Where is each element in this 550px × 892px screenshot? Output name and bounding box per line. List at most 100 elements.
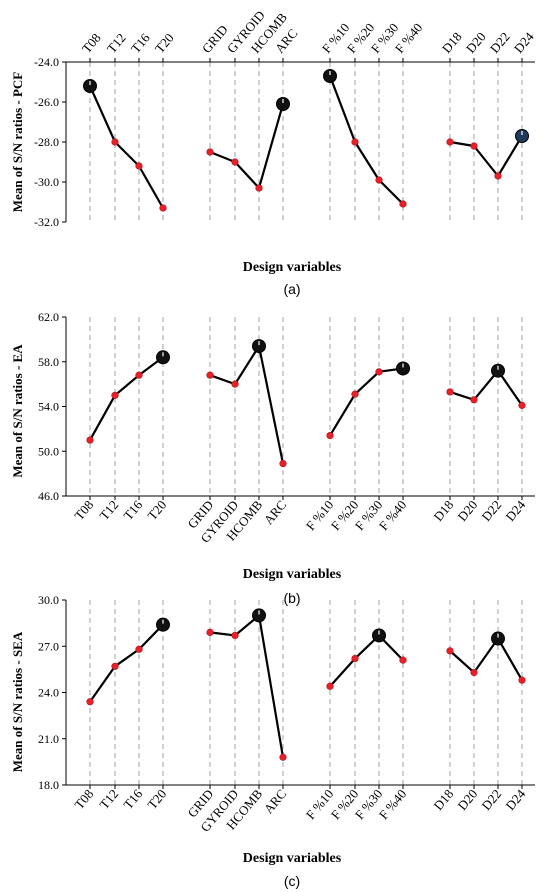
highlight-point xyxy=(323,69,337,83)
data-point xyxy=(470,396,478,404)
x-tick-label: D18 xyxy=(439,29,465,56)
series-line xyxy=(329,367,404,437)
y-tick-label: 18.0 xyxy=(38,778,59,792)
x-tick-label: T20 xyxy=(144,786,169,812)
x-tick-label: T08 xyxy=(71,497,96,523)
x-tick-label: D20 xyxy=(454,786,480,813)
data-point xyxy=(351,654,359,663)
panel-caption: (b) xyxy=(283,590,300,606)
y-tick-label: 30.0 xyxy=(38,593,59,607)
highlight-point xyxy=(252,339,266,354)
series-line xyxy=(449,135,523,178)
highlight-point xyxy=(491,631,505,646)
x-tick-label: T16 xyxy=(128,30,153,56)
y-tick-label: 62.0 xyxy=(38,310,59,324)
x-tick-label: D24 xyxy=(511,29,537,56)
data-point xyxy=(279,753,287,761)
x-tick-label: D18 xyxy=(430,786,456,813)
panel-b: Mean of S/N ratios - EA Design variables… xyxy=(10,310,535,606)
highlight-point xyxy=(491,363,505,378)
data-point xyxy=(231,631,239,640)
x-axis-label: Design variables xyxy=(243,851,342,866)
x-tick-label: GRID xyxy=(199,22,231,56)
series-line xyxy=(328,75,404,205)
y-tick-label: 24.0 xyxy=(38,686,59,700)
highlight-point xyxy=(515,129,529,143)
highlight-point xyxy=(396,361,410,376)
x-tick-label: D18 xyxy=(430,497,456,524)
y-tick-label: 46.0 xyxy=(38,489,59,503)
y-axis-label: Mean of S/N ratios - PCF xyxy=(10,72,25,213)
y-tick-label: -24.0 xyxy=(34,55,59,69)
x-tick-label: F %40 xyxy=(376,786,410,822)
data-point xyxy=(399,656,407,664)
data-point xyxy=(86,698,94,706)
x-tick-label: ARC xyxy=(261,786,290,816)
data-point xyxy=(375,176,383,184)
highlight-point xyxy=(372,628,386,643)
x-tick-label: T12 xyxy=(96,786,121,812)
x-tick-label: T16 xyxy=(120,497,145,523)
data-point xyxy=(470,142,478,150)
data-point xyxy=(351,390,359,398)
y-axis-label: Mean of S/N ratios - SEA xyxy=(10,631,25,772)
x-tick-label: D22 xyxy=(478,497,504,524)
data-point xyxy=(446,388,454,396)
x-tick-label: F %10 xyxy=(303,786,337,822)
x-tick-label: D20 xyxy=(454,497,480,524)
series-line xyxy=(449,637,523,681)
data-point xyxy=(135,645,143,653)
y-tick-label: 21.0 xyxy=(38,732,59,746)
x-tick-label: F %40 xyxy=(376,497,410,533)
x-tick-label: ARC xyxy=(261,497,290,527)
x-tick-label: D20 xyxy=(463,29,489,56)
data-point xyxy=(326,431,334,440)
data-point xyxy=(399,200,407,208)
series-line xyxy=(88,85,164,209)
y-tick-label: 50.0 xyxy=(38,444,59,458)
x-axis-label: Design variables xyxy=(243,567,342,582)
series-line xyxy=(89,356,164,441)
data-point xyxy=(206,628,214,636)
y-axis-label: Mean of S/N ratios - EA xyxy=(10,344,25,478)
data-point xyxy=(231,158,239,166)
data-point xyxy=(111,662,119,670)
data-point xyxy=(351,138,359,146)
highlight-point xyxy=(156,350,170,365)
series-line xyxy=(209,614,285,758)
data-point xyxy=(206,371,214,379)
x-tick-label: F %40 xyxy=(392,20,426,56)
x-tick-label: F %10 xyxy=(303,497,337,533)
x-tick-label: D24 xyxy=(502,497,528,524)
x-tick-label: T16 xyxy=(120,786,145,812)
series-line xyxy=(329,634,404,688)
data-point xyxy=(446,138,454,146)
y-tick-label: -32.0 xyxy=(34,215,59,229)
data-point xyxy=(518,676,526,684)
data-point xyxy=(446,647,454,655)
x-tick-label: T08 xyxy=(79,30,104,56)
y-tick-label: -26.0 xyxy=(34,95,59,109)
x-tick-label: D22 xyxy=(487,29,513,56)
x-tick-label: T12 xyxy=(104,30,129,56)
data-point xyxy=(255,184,263,192)
y-tick-label: 27.0 xyxy=(38,639,59,653)
data-point xyxy=(375,368,383,376)
series-line xyxy=(209,344,285,464)
y-tick-label: -30.0 xyxy=(34,175,59,189)
data-point xyxy=(470,668,478,677)
highlight-point xyxy=(252,608,266,623)
panel-a: Mean of S/N ratios - PCF Design variable… xyxy=(10,8,537,297)
y-tick-label: 58.0 xyxy=(38,355,59,369)
data-point xyxy=(206,148,214,156)
x-tick-label: D24 xyxy=(502,786,528,813)
data-point xyxy=(111,391,119,399)
data-point xyxy=(279,459,287,468)
x-axis-label: Design variables xyxy=(243,260,342,275)
data-point xyxy=(518,401,526,409)
x-tick-label: D22 xyxy=(478,786,504,813)
highlight-point xyxy=(83,79,97,93)
panel-c: Mean of S/N ratios - SEA Design variable… xyxy=(10,593,535,889)
x-tick-label: T08 xyxy=(71,786,96,812)
